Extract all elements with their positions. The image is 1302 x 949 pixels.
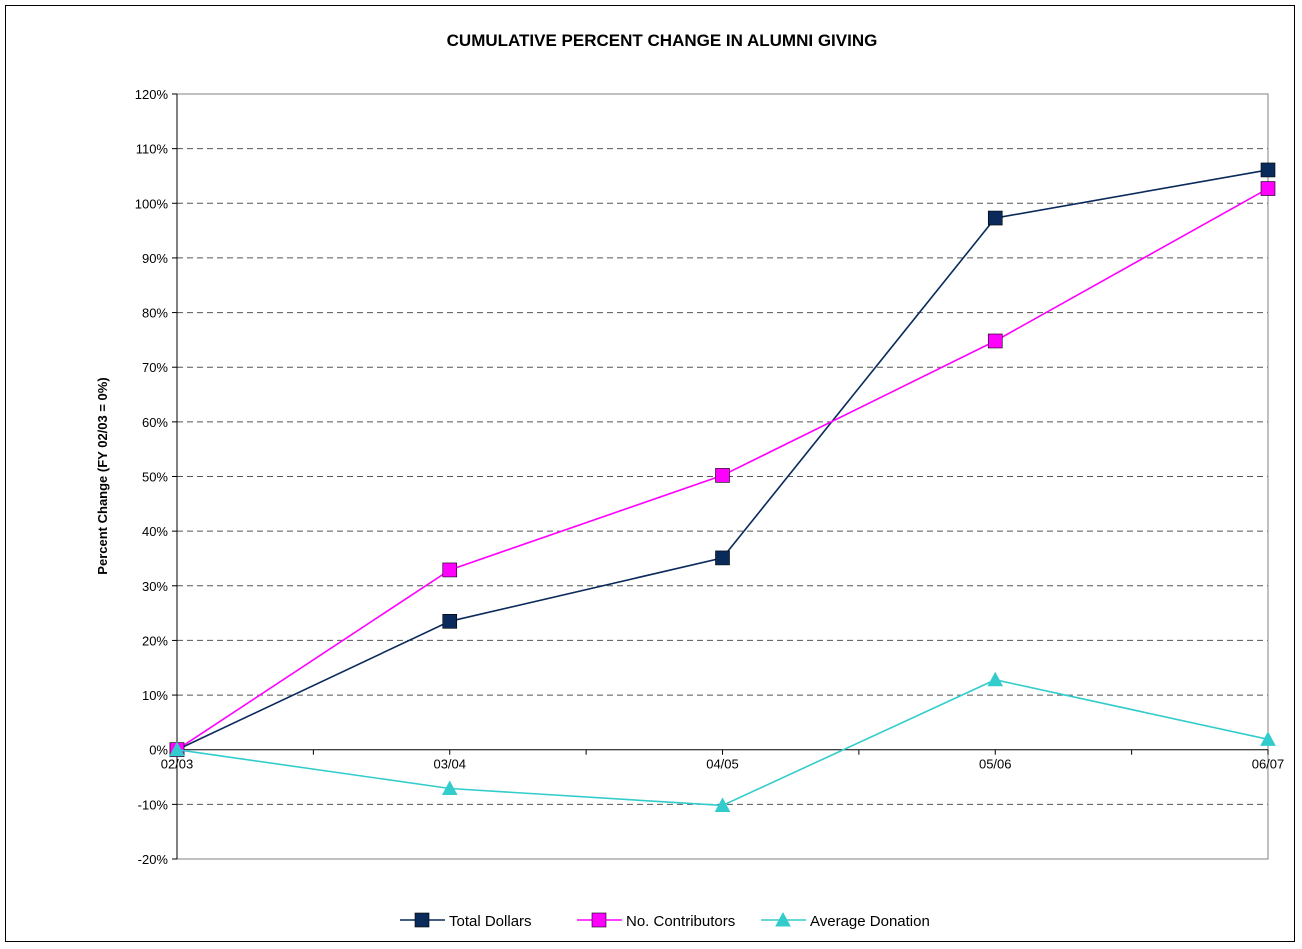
legend-item: Average Donation xyxy=(761,911,930,930)
legend-label: Average Donation xyxy=(810,913,930,930)
data-point xyxy=(441,780,458,796)
data-point xyxy=(987,671,1004,687)
y-tick-label: 30% xyxy=(142,579,168,594)
y-tick-label: 80% xyxy=(142,306,168,321)
y-tick-label: 10% xyxy=(142,688,168,703)
data-point xyxy=(169,741,185,757)
x-tick-label: 02/03 xyxy=(161,757,194,772)
y-tick-label: 90% xyxy=(142,251,168,266)
legend-label: No. Contributors xyxy=(626,913,735,930)
x-tick-label: 04/05 xyxy=(706,757,739,772)
gridlines xyxy=(177,148,1268,805)
data-point xyxy=(1260,181,1276,196)
data-point xyxy=(442,562,458,578)
data-point xyxy=(714,797,731,812)
y-tick-label: 40% xyxy=(142,524,168,539)
y-tick-label: -10% xyxy=(138,797,169,812)
legend-marker xyxy=(591,912,607,928)
y-tick-label: 0% xyxy=(149,743,168,758)
y-tick-label: 70% xyxy=(142,360,168,375)
x-tick-label: 05/06 xyxy=(979,757,1012,772)
y-tick-label: 120% xyxy=(135,87,169,102)
chart-title: CUMULATIVE PERCENT CHANGE IN ALUMNI GIVI… xyxy=(447,31,878,50)
data-point xyxy=(1260,731,1276,746)
legend-marker xyxy=(414,912,430,928)
series-layer xyxy=(169,162,1276,812)
chart-frame xyxy=(5,5,1295,942)
legend-marker xyxy=(775,911,791,927)
legend-item: Total Dollars xyxy=(400,912,532,930)
data-point xyxy=(715,468,730,483)
y-tick-label: 20% xyxy=(142,633,168,648)
y-tick-label: 50% xyxy=(142,470,168,485)
legend: Total Dollars No. Contributors Average Don… xyxy=(400,911,930,930)
y-axis-label: Percent Change (FY 02/03 = 0%) xyxy=(95,377,110,574)
y-tick-label: 100% xyxy=(135,196,169,211)
axes: -20% -10% 0% 10% 20% 30% 40% 50% 60% 70% 80% 90% 100… xyxy=(135,87,1285,867)
data-point xyxy=(715,550,730,566)
y-tick-label: 110% xyxy=(136,142,169,157)
x-tick-label: 06/07 xyxy=(1252,757,1285,772)
legend-label: Total Dollars xyxy=(449,913,532,930)
data-point xyxy=(1260,162,1276,178)
series-line xyxy=(176,678,1269,807)
series-0 xyxy=(169,162,1276,758)
data-point xyxy=(442,614,458,629)
legend-item: No. Contributors xyxy=(577,912,735,930)
series-1 xyxy=(169,181,1276,758)
y-tick-label: 60% xyxy=(142,415,168,430)
x-tick-label: 03/04 xyxy=(433,757,466,772)
y-tick-label: -20% xyxy=(138,852,169,867)
series-2 xyxy=(169,671,1276,812)
data-point xyxy=(987,333,1003,349)
series-line xyxy=(176,169,1269,751)
data-point xyxy=(987,210,1003,226)
